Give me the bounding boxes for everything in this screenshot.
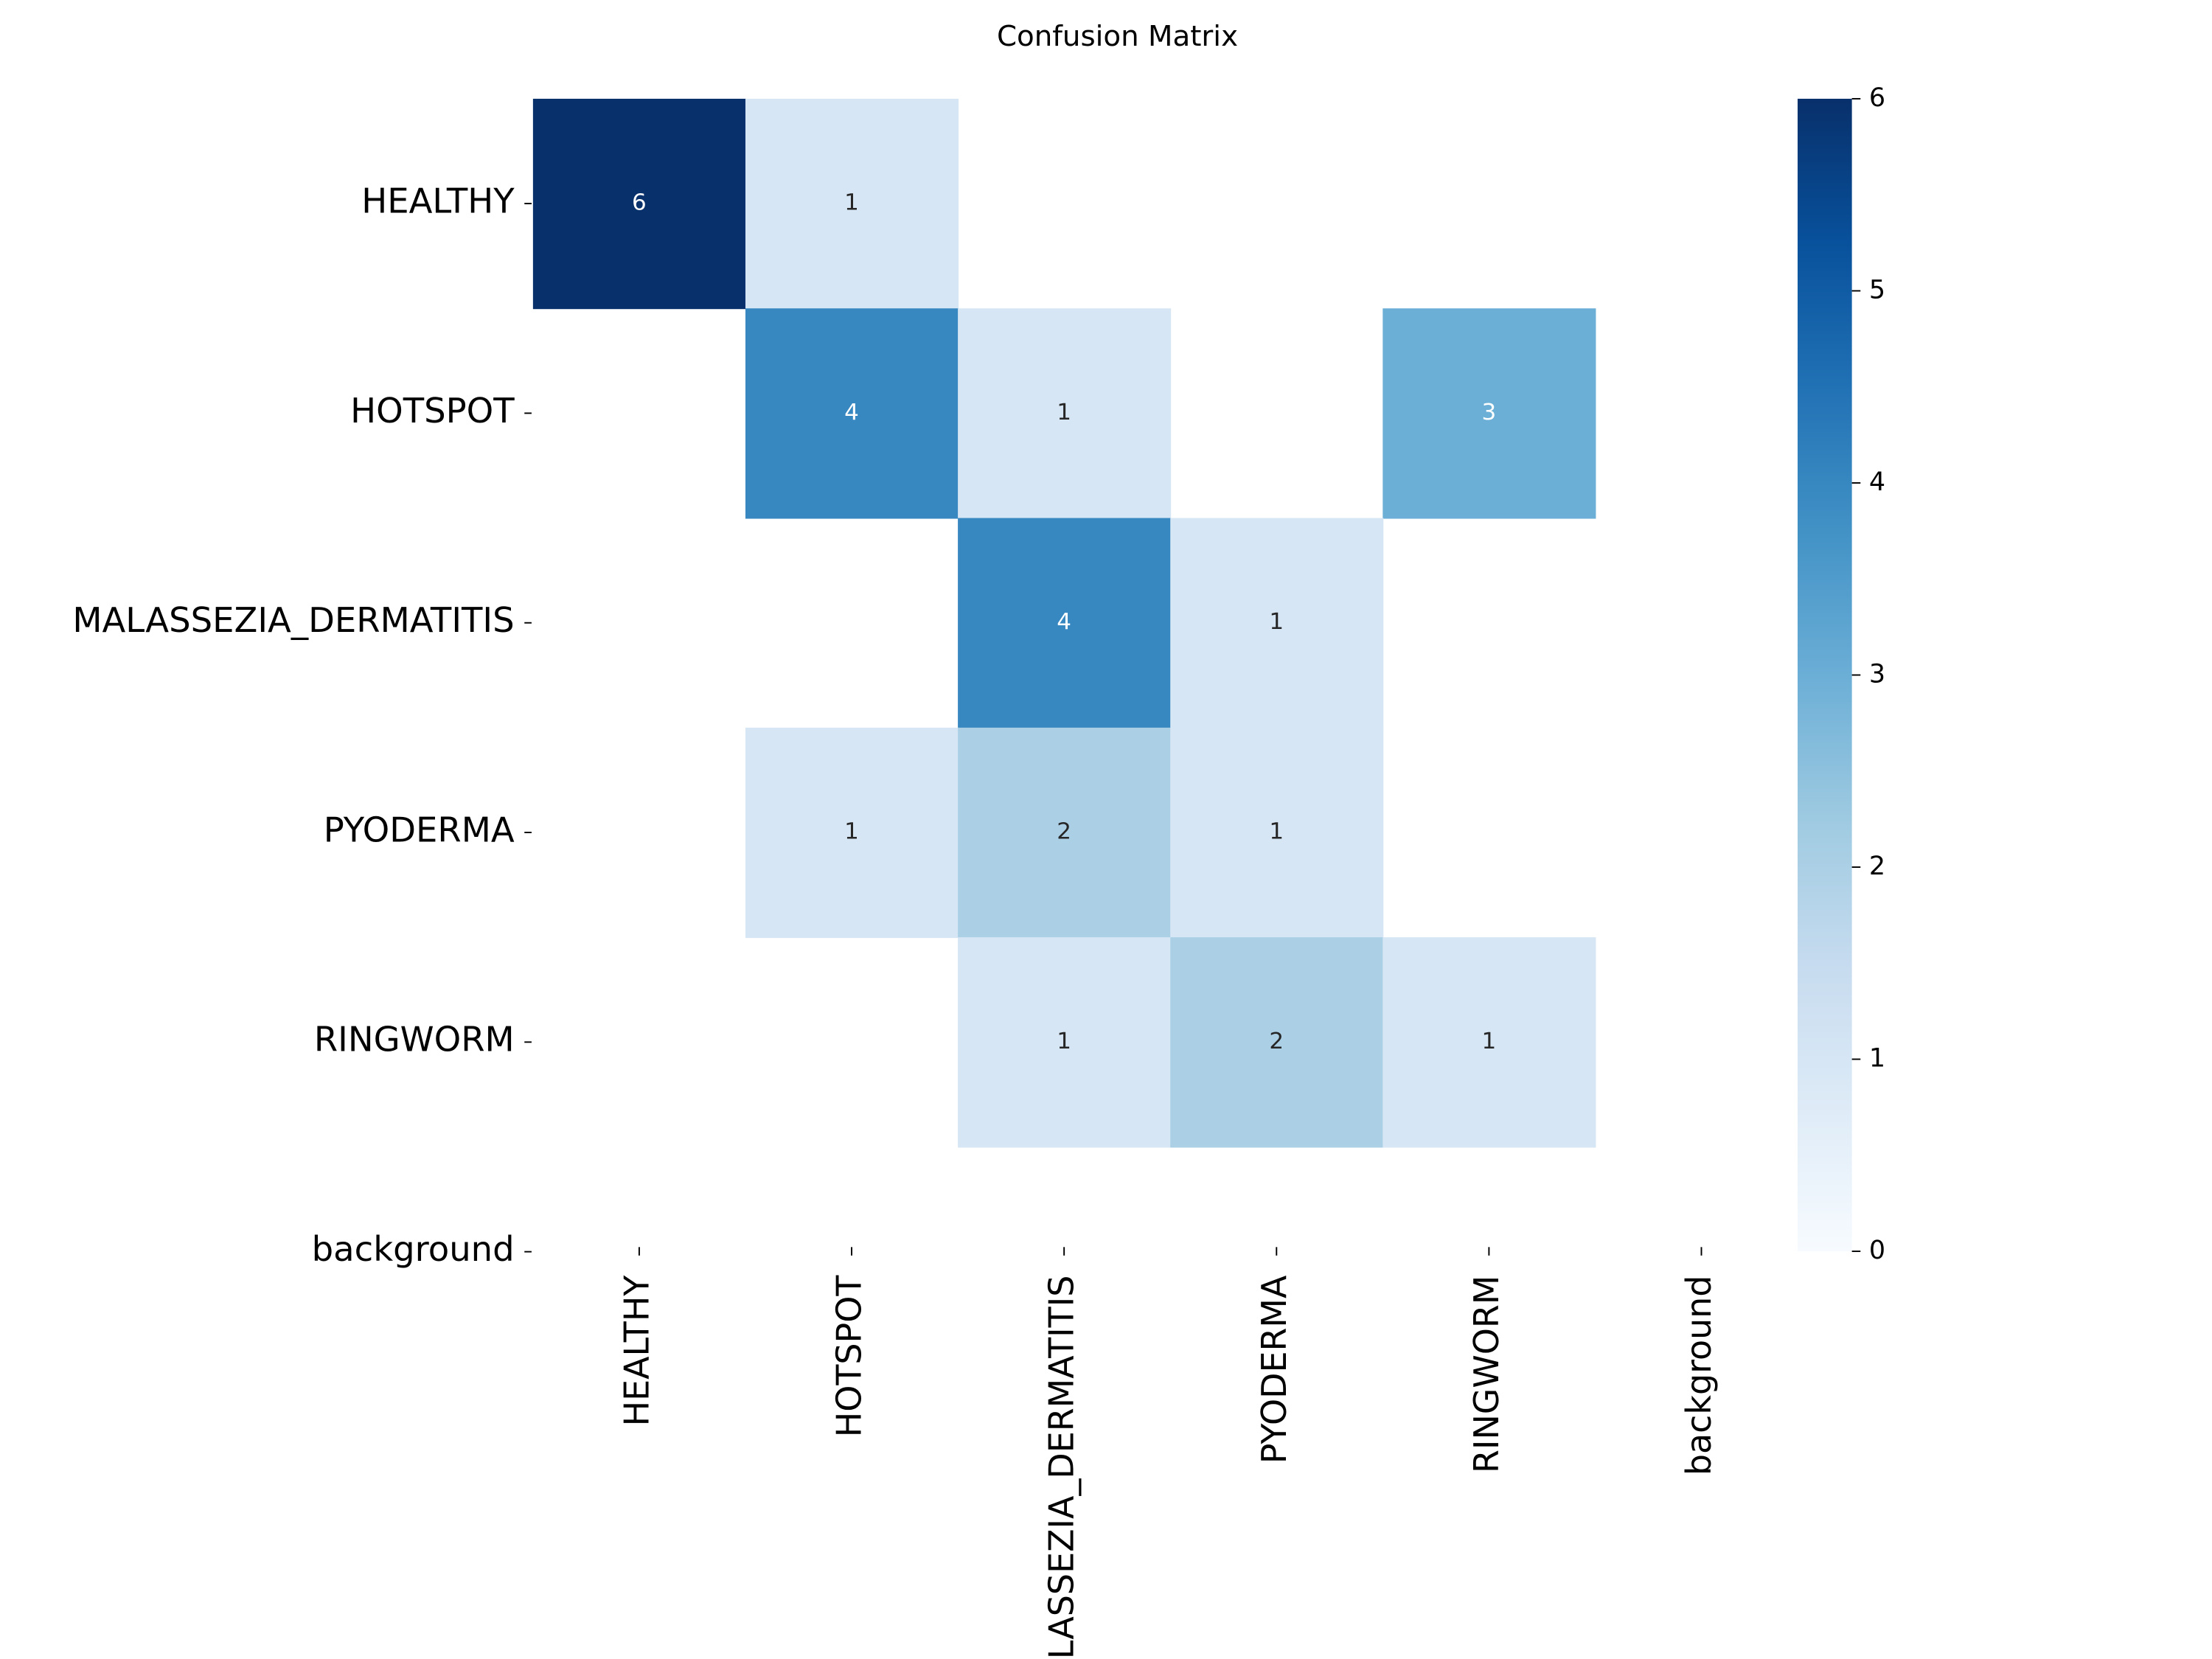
cell-label: 1 <box>844 189 859 216</box>
heatmap-cell <box>958 727 1172 939</box>
heatmap-cell <box>745 308 959 519</box>
heatmap-cell <box>1382 937 1596 1148</box>
cell-label: 2 <box>1057 818 1071 845</box>
chart-title: Confusion Matrix <box>997 20 1238 53</box>
cell-label: 1 <box>844 818 859 845</box>
heatmap-cell <box>1170 937 1384 1148</box>
colorbar-tick-label: 3 <box>1869 660 1885 689</box>
cell-label: 6 <box>632 189 647 216</box>
colorbar-tick-label: 4 <box>1869 467 1885 497</box>
heatmap-cell <box>532 98 746 310</box>
colorbar-tick-label: 2 <box>1869 852 1885 881</box>
heatmap-cell <box>958 937 1172 1148</box>
cell-label: 3 <box>1482 399 1497 425</box>
y-tick-label: HEALTHY <box>361 181 515 221</box>
x-tick-label: RINGWORM <box>1467 1276 1506 1473</box>
cell-label: 1 <box>1482 1028 1497 1054</box>
cell-label: 4 <box>1057 608 1071 635</box>
heatmap-cell <box>1382 308 1596 519</box>
x-tick-label: HOTSPOT <box>829 1275 869 1437</box>
heatmap-cell <box>1170 727 1384 939</box>
colorbar-tick-label: 1 <box>1869 1044 1885 1074</box>
cell-label: 1 <box>1057 1028 1071 1054</box>
cell-label: 1 <box>1057 399 1071 425</box>
y-tick-label: MALASSEZIA_DERMATITIS <box>72 600 514 640</box>
x-tick-label: PYODERMA <box>1254 1275 1294 1464</box>
heatmap-cell <box>745 98 959 310</box>
heatmap-cell <box>958 518 1172 728</box>
heatmap-cell <box>958 308 1172 519</box>
colorbar-tick-label: 5 <box>1869 276 1885 305</box>
cell-label: 4 <box>844 399 859 425</box>
cell-label: 1 <box>1269 818 1284 845</box>
y-tick-label: HOTSPOT <box>350 391 515 431</box>
heatmap-cell <box>1170 518 1384 728</box>
x-tick-label: HEALTHY <box>616 1275 656 1427</box>
x-tick-label: MALASSEZIA_DERMATITIS <box>1041 1276 1081 1659</box>
colorbar <box>1797 98 1852 1252</box>
colorbar-tick-label: 6 <box>1869 83 1885 113</box>
x-tick-label: background <box>1679 1276 1719 1476</box>
y-tick-label: RINGWORM <box>314 1020 515 1060</box>
y-tick-label: background <box>312 1229 515 1269</box>
cell-label: 1 <box>1269 608 1284 635</box>
cell-label: 2 <box>1269 1028 1284 1054</box>
y-tick-label: PYODERMA <box>324 810 515 850</box>
colorbar-tick-label: 0 <box>1869 1236 1885 1265</box>
heatmap-cell <box>745 727 959 939</box>
